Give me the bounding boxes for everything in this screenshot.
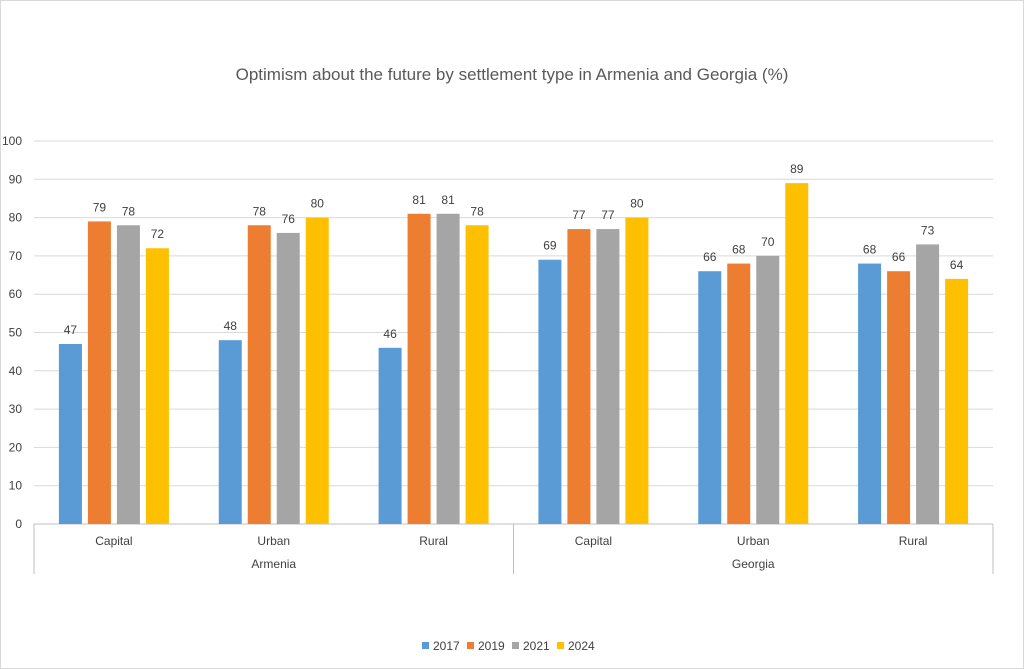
- x-tick-label: Capital: [95, 534, 132, 548]
- x-tick-label: Rural: [899, 534, 928, 548]
- legend-swatch: [467, 642, 474, 649]
- y-tick-label: 20: [9, 440, 23, 454]
- chart-title: Optimism about the future by settlement …: [236, 65, 789, 84]
- legend-swatch: [422, 642, 429, 649]
- data-label: 78: [470, 204, 484, 218]
- x-tick-label: Urban: [737, 534, 770, 548]
- y-tick-label: 100: [2, 134, 22, 148]
- y-tick-label: 70: [9, 249, 23, 263]
- bar-2017: [538, 259, 562, 524]
- y-tick-label: 30: [9, 402, 23, 416]
- data-label: 77: [572, 208, 586, 222]
- bar-2021: [116, 225, 140, 524]
- bar-2024: [305, 217, 329, 524]
- x-tick-label: Capital: [575, 534, 612, 548]
- y-tick-label: 60: [9, 287, 23, 301]
- bar-2019: [407, 213, 431, 524]
- data-label: 77: [601, 208, 615, 222]
- bar-2019: [567, 229, 591, 524]
- data-label: 80: [311, 197, 325, 211]
- legend-label: 2024: [568, 639, 595, 653]
- x-group-label: Armenia: [251, 557, 296, 571]
- bar-2021: [276, 232, 300, 525]
- data-label: 76: [282, 212, 296, 226]
- y-axis: 0 10 20 30 40 50 60 70 80 90 100: [2, 134, 22, 531]
- y-tick-label: 90: [9, 172, 23, 186]
- y-tick-label: 40: [9, 364, 23, 378]
- bar-2019: [87, 221, 111, 524]
- data-label: 79: [93, 200, 107, 214]
- bar-2024: [625, 217, 649, 524]
- bar-2017: [378, 347, 402, 524]
- data-label: 68: [863, 243, 877, 257]
- bars: 47 79 78 72 48 78 76 80 46 81 81 78 69 77 77 80 66 68 70 89…: [58, 162, 969, 525]
- data-label: 46: [383, 327, 397, 341]
- bar-2017: [58, 343, 82, 524]
- legend: 2017 2019 2021 2024: [422, 639, 595, 653]
- bar-2019: [727, 263, 751, 524]
- bar-2021: [436, 213, 460, 524]
- x-tick-label: Urban: [257, 534, 290, 548]
- gridlines: [34, 140, 993, 525]
- bar-2024: [785, 183, 809, 524]
- y-tick-label: 50: [9, 326, 23, 340]
- data-label: 78: [122, 204, 136, 218]
- bar-2024: [145, 248, 169, 525]
- data-label: 70: [761, 235, 775, 249]
- y-tick-label: 10: [9, 479, 23, 493]
- bar-2017: [858, 263, 882, 524]
- bar-2019: [887, 271, 911, 524]
- data-label: 69: [543, 239, 557, 253]
- data-label: 66: [703, 250, 717, 264]
- legend-swatch: [512, 642, 519, 649]
- bar-2021: [596, 229, 620, 524]
- data-label: 66: [892, 250, 906, 264]
- x-group-label: Georgia: [732, 557, 775, 571]
- data-label: 89: [790, 162, 804, 176]
- bar-2021: [756, 255, 780, 524]
- data-label: 48: [224, 319, 238, 333]
- data-label: 81: [412, 193, 426, 207]
- legend-swatch: [557, 642, 564, 649]
- legend-label: 2021: [523, 639, 550, 653]
- data-label: 80: [630, 197, 644, 211]
- legend-label: 2017: [433, 639, 460, 653]
- bar-2024: [945, 278, 969, 524]
- data-label: 47: [64, 323, 78, 337]
- data-label: 64: [950, 258, 964, 272]
- bar-2017: [218, 340, 242, 524]
- y-tick-label: 0: [15, 517, 22, 531]
- data-label: 72: [151, 227, 165, 241]
- data-label: 81: [441, 193, 455, 207]
- data-label: 68: [732, 243, 746, 257]
- legend-label: 2019: [478, 639, 505, 653]
- x-axis: Capital Urban Rural Capital Urban Rural Armeni…: [33, 524, 994, 574]
- data-label: 73: [921, 223, 935, 237]
- bar-2021: [916, 244, 940, 524]
- data-label: 78: [253, 204, 267, 218]
- bar-2019: [247, 225, 271, 524]
- y-tick-label: 80: [9, 211, 23, 225]
- bar-2017: [698, 271, 722, 524]
- bar-2024: [465, 225, 489, 524]
- x-tick-label: Rural: [419, 534, 448, 548]
